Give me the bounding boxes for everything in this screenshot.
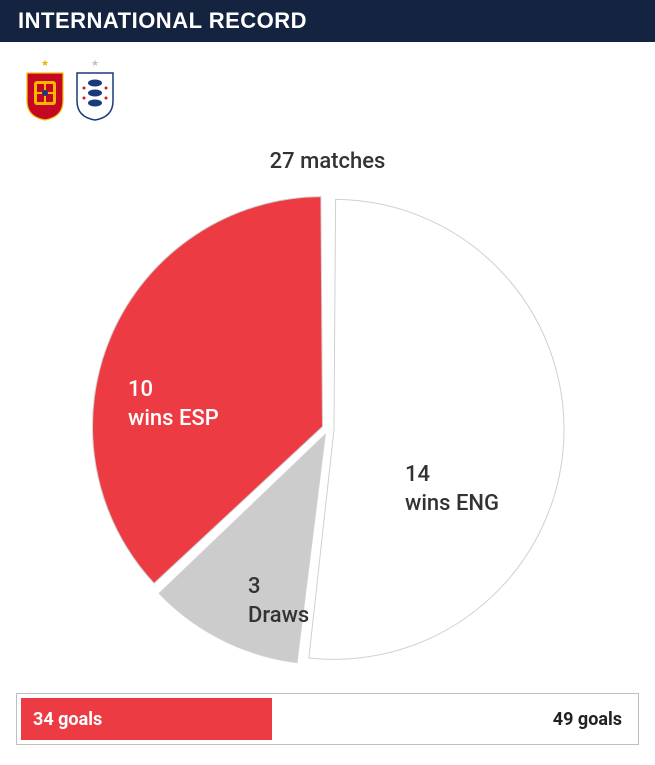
section-title: INTERNATIONAL RECORD [18,8,307,33]
international-record-card: INTERNATIONAL RECORD ★ ★ [0,0,655,745]
pie-label-esp-text: wins ESP [128,405,219,434]
total-matches-label: 27 matches [270,149,386,174]
goals-england-label: 49 goals [553,709,622,730]
team-flags-row: ★ ★ [0,42,655,131]
goals-spain-label: 34 goals [33,709,102,730]
pie-label-draws: 3Draws [248,573,309,630]
spain-crest-icon [24,71,66,121]
pie-label-draws-text: Draws [248,602,309,631]
england-crest-icon [74,71,116,121]
goals-spain: 34 goals [21,698,272,740]
pie-label-eng-text: wins ENG [405,490,499,519]
pie-label-draws-value: 3 [248,573,309,602]
goals-england: 49 goals [272,698,634,740]
goals-bar: 34 goals 49 goals [16,693,639,745]
pie-label-eng: 14wins ENG [405,461,499,518]
section-header: INTERNATIONAL RECORD [0,0,655,42]
pie-label-eng-value: 14 [405,461,499,490]
pie-label-esp-value: 10 [128,376,219,405]
spain-star-icon: ★ [41,60,49,69]
pie-chart-area: 27 matches 14wins ENG 3Draws 10wins ESP [0,131,655,681]
pie-slice-eng [308,199,563,659]
flag-spain: ★ [24,60,66,121]
flag-england: ★ [74,60,116,121]
pie-label-esp: 10wins ESP [128,376,219,433]
england-star-icon: ★ [91,60,99,69]
